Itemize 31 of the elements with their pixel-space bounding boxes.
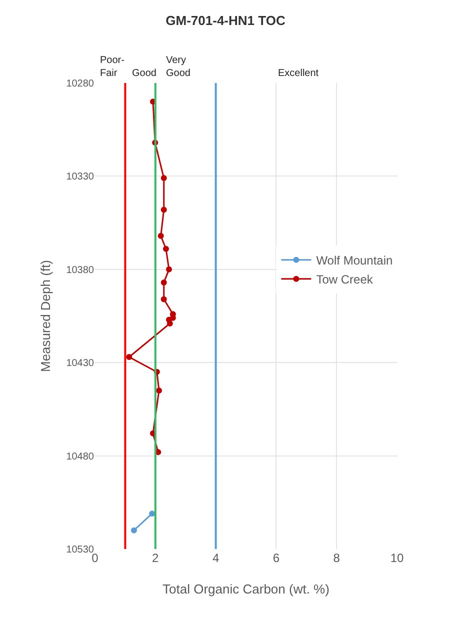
x-tick-label: 10 [390,551,404,565]
point [160,175,167,182]
point [166,266,172,272]
y-tick-label: 10480 [66,451,94,462]
chart-title: GM-701-4-HN1 TOC [166,12,286,28]
text: Poor- Fair [100,55,124,79]
point [158,232,164,239]
y-tick-label: 10430 [66,358,94,370]
point [160,296,167,302]
point [160,206,167,213]
text: Excellent [278,68,319,79]
point [126,354,132,360]
x-tick-label: 0 [92,551,99,565]
x-tick-label: 2 [152,551,160,565]
x-axis-title: Total Organic Carbon (wt. %) [162,582,330,597]
point [162,246,169,252]
legend-label: Wolf Mountain [316,254,393,268]
text: Good [132,68,156,79]
x-tick-label: 8 [333,551,340,565]
point [156,388,162,394]
legend-label: Tow Creek [316,272,374,287]
y-axis-title: Measured Deph (ft) [38,260,54,372]
x-tick-label: 6 [272,551,280,565]
x-tick-label: 4 [212,551,220,565]
point [130,527,137,534]
y-tick-label: 10530 [66,544,94,556]
y-tick-label: 10380 [66,264,94,276]
y-tick-label: 10330 [66,172,94,183]
text: Very Good [166,55,190,79]
y-tick-label: 10280 [66,78,94,90]
point [160,279,167,286]
